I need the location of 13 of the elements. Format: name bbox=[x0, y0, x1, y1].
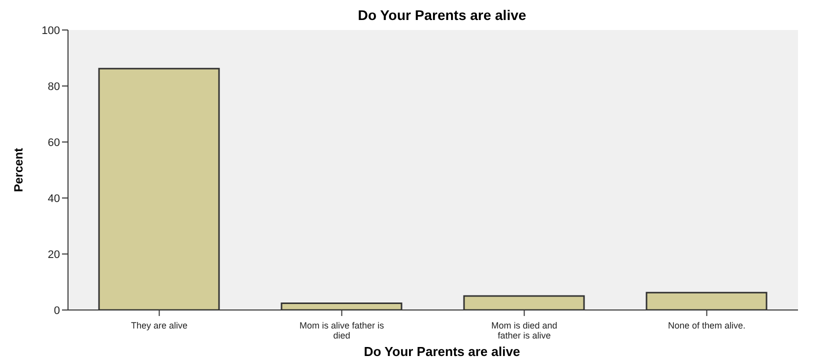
y-tick-label: 40 bbox=[48, 192, 60, 205]
y-axis-title: Percent bbox=[11, 148, 26, 192]
y-tick-label: 80 bbox=[48, 80, 60, 93]
y-tick-label: 100 bbox=[42, 24, 60, 37]
y-tick-label: 0 bbox=[54, 304, 60, 317]
y-tick-label: 60 bbox=[48, 136, 60, 149]
x-tick-label: They are alive bbox=[130, 320, 188, 330]
x-tick-label: Mom is died and father is alive bbox=[491, 320, 558, 340]
x-tick-label: Mom is alive father is died bbox=[299, 320, 385, 340]
x-axis-title: Do Your Parents are alive bbox=[362, 344, 522, 359]
y-tick-label: 20 bbox=[48, 248, 60, 261]
x-tick-label: None of them alive. bbox=[668, 320, 746, 330]
chart-title: Do Your Parents are alive bbox=[356, 7, 528, 23]
